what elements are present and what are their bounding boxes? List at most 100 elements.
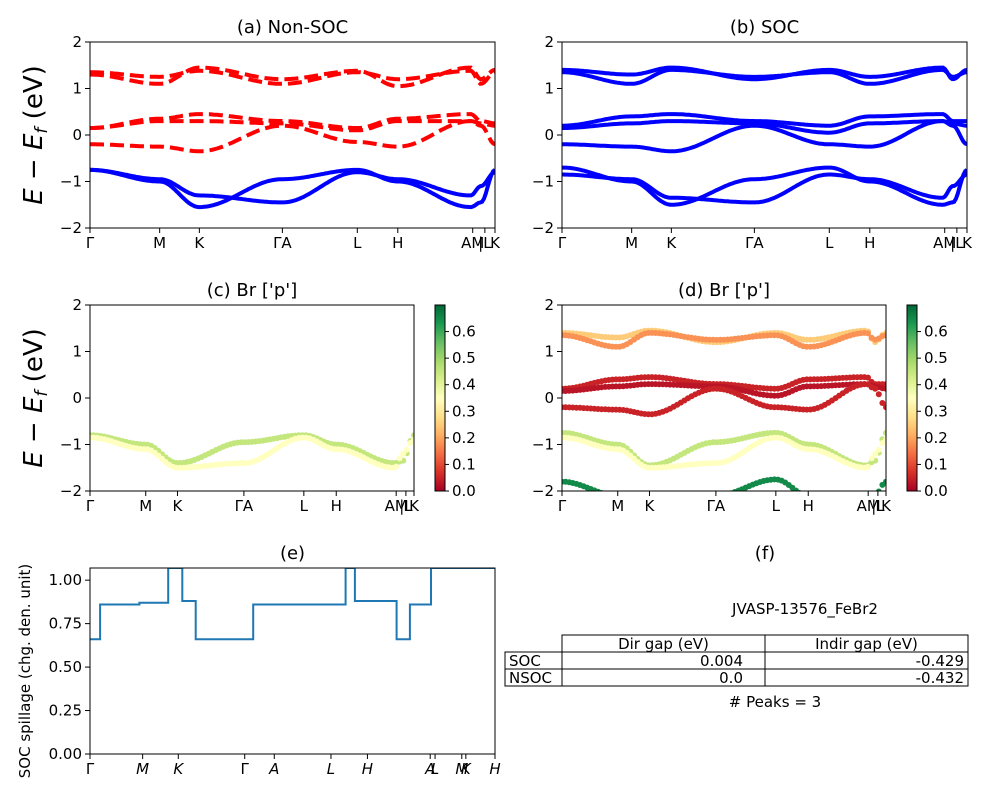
- panel-d-point: [631, 495, 637, 501]
- panel-d-point: [840, 496, 846, 502]
- panel-d-point: [833, 495, 839, 501]
- panel-d-point: [818, 493, 824, 499]
- panel-c-xtick-label: M: [139, 497, 152, 515]
- ylabel-ef: E: [19, 133, 49, 150]
- panel-d-xtick-label: AM: [857, 497, 880, 515]
- panel-c-colorbar-label: 0.2: [452, 429, 476, 447]
- panel-b-xtick-label: K: [666, 234, 677, 252]
- panel-d-point: [602, 491, 608, 497]
- panel-e-ytick-label: 0.75: [49, 615, 82, 633]
- panel-f-cell: [764, 668, 969, 687]
- panel-d-point: [822, 494, 828, 500]
- panel-d-point: [685, 494, 691, 500]
- panel-c-colorbar-label: 0.1: [452, 455, 476, 473]
- panel-b-ytick-label: 1: [544, 80, 554, 98]
- panel-c-point: [411, 432, 414, 439]
- panel-e-frame: [89, 567, 496, 755]
- panel-e-xtick-label: A: [268, 760, 279, 778]
- panel-d-point: [879, 400, 886, 406]
- panel-d-colorbar: [906, 304, 918, 492]
- panel-d-xtick-label: |L: [871, 497, 885, 515]
- ylabel-minus: −: [19, 150, 49, 188]
- panel-b-xtick-label: |L: [950, 234, 964, 252]
- panel-d-ytick-label: −1: [532, 436, 554, 454]
- panel-e-xtick-label: H: [489, 760, 500, 778]
- panel-b-band-line: [562, 119, 967, 154]
- panel-d-point: [883, 404, 886, 411]
- panel-d-colorbar-label: 0.0: [924, 482, 948, 500]
- panel-d-point: [674, 496, 680, 502]
- panel-c-xtick-label: L: [300, 497, 309, 515]
- panel-e-ytick-label: 1.00: [49, 571, 82, 589]
- ylabel-unit: (eV): [19, 328, 49, 390]
- panel-e-xtick-label: H: [362, 760, 373, 778]
- panel-c-xtick-label: |L: [399, 497, 413, 515]
- ylabel-e: E: [19, 188, 49, 205]
- panel-b-xtick-label: ΓA: [745, 234, 764, 252]
- panel-e-xtick-label: Γ: [241, 760, 250, 778]
- panel-c-point: [393, 463, 399, 470]
- panel-a-band-line: [90, 65, 495, 89]
- panel-b-band-line: [562, 112, 967, 128]
- panel-e-xtick-label: A: [424, 760, 435, 778]
- panel-d-point: [883, 478, 886, 485]
- panel-d-xtick-label: L: [772, 497, 781, 515]
- panel-b-xtick-label: K: [962, 234, 973, 252]
- panel-d-point: [627, 494, 633, 500]
- panel-d-point: [875, 488, 882, 491]
- panel-e-ytick-label: 0.25: [49, 702, 82, 720]
- panel-d-title: (d) Br ['p']: [678, 280, 770, 301]
- panel-c-xtick-label: AM: [385, 497, 408, 515]
- panel-d-point: [692, 494, 698, 500]
- panel-a-bands: [90, 65, 495, 210]
- ylabel-row-1: E − Ef (eV): [19, 65, 52, 205]
- panel-c-xtick-label: Γ: [86, 497, 95, 515]
- panel-b-title: (b) SOC: [730, 17, 799, 38]
- panel-d-points: [562, 327, 886, 502]
- panel-a-xtick-label: L: [353, 234, 362, 252]
- panel-d-point: [671, 496, 677, 502]
- panel-d-point: [696, 493, 702, 499]
- panel-d-point: [865, 463, 871, 470]
- panel-c-point: [411, 436, 414, 443]
- panel-b-xtick-label: Γ: [558, 234, 567, 252]
- panel-d-ytick-label: −2: [532, 482, 554, 500]
- panel-d-ytick-label: 1: [544, 343, 554, 361]
- panel-d-point: [883, 436, 886, 443]
- panel-b-bands: [562, 65, 967, 207]
- panel-e-xtick-label: Γ: [86, 760, 95, 778]
- panel-f-cell-value: -0.429: [916, 652, 964, 670]
- panel-d-point: [883, 429, 886, 436]
- panel-a-band-line: [90, 119, 495, 154]
- panel-e-xtick-label: K: [173, 760, 184, 778]
- panel-f-cell-value: -0.432: [916, 669, 964, 687]
- ylabel-sub: f: [32, 125, 52, 134]
- panel-d-colorbar-label: 0.4: [924, 376, 948, 394]
- panel-d-point: [793, 487, 799, 491]
- panel-d-point: [667, 496, 673, 502]
- panel-d-point: [595, 488, 601, 491]
- panel-d-xtick-label: M: [611, 497, 624, 515]
- panel-a-band-line: [90, 112, 495, 130]
- panel-e-xtick-label: M: [455, 760, 468, 778]
- panel-d-point: [883, 332, 886, 339]
- panel-d-point: [836, 495, 842, 501]
- panel-c-ytick-label: 1: [72, 343, 82, 361]
- panel-d-xtick-label: K: [645, 497, 656, 515]
- panel-a-xtick-label: |L: [478, 234, 492, 252]
- panel-a-band-line: [90, 167, 495, 205]
- panel-d-point: [681, 495, 687, 501]
- panel-d-colorbar-label: 0.1: [924, 455, 948, 473]
- panel-a-ytick-label: 0: [72, 126, 82, 144]
- panel-d-point: [635, 496, 641, 502]
- panel-b-xtick-label: M: [625, 234, 638, 252]
- panel-d-point: [875, 446, 882, 453]
- panel-e-ytick-label: 0.00: [49, 745, 82, 763]
- panel-d-point: [868, 455, 875, 462]
- panel-c-colorbar-label: 0.4: [452, 376, 476, 394]
- panel-d-point: [847, 496, 853, 502]
- panel-d-point: [829, 494, 835, 500]
- panel-b-band-line: [562, 65, 967, 82]
- panel-c-ytick-label: −1: [60, 436, 82, 454]
- panel-f-subtitle: JVASP-13576_FeBr2: [731, 600, 878, 619]
